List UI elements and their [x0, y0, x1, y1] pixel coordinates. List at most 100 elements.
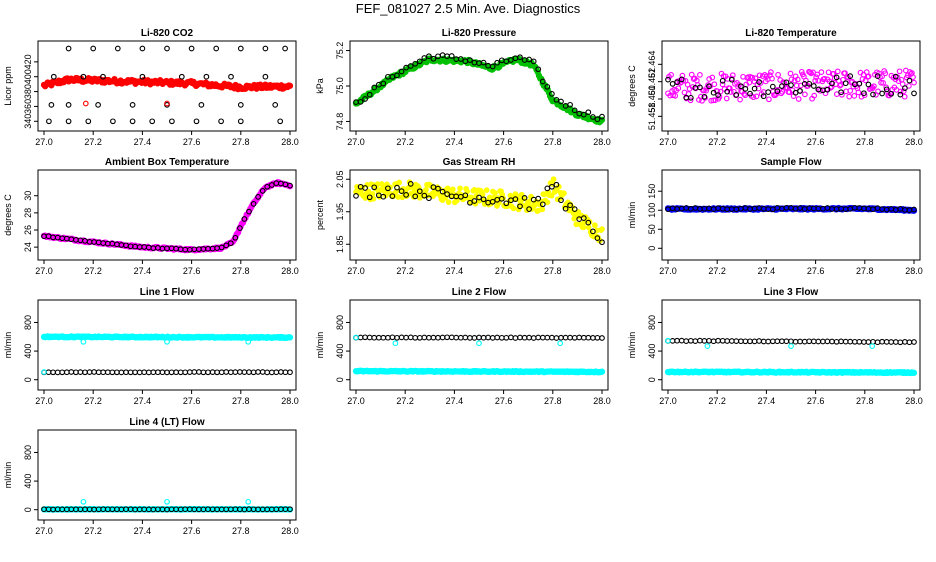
- y-tick-label: 800: [23, 445, 33, 460]
- data-point: [353, 334, 359, 341]
- data-point: [380, 80, 387, 87]
- data-point: [590, 228, 596, 235]
- data-point: [129, 102, 136, 108]
- data-point: [571, 206, 578, 212]
- data-point: [697, 84, 703, 91]
- data-point: [416, 188, 423, 195]
- data-point: [585, 334, 592, 341]
- data-point: [742, 92, 749, 99]
- data-point: [701, 93, 708, 100]
- data-point: [911, 339, 917, 345]
- x-tick-label: 27.0: [347, 137, 365, 147]
- data-point: [580, 215, 587, 221]
- data-point: [544, 334, 551, 341]
- x-tick-label: 27.4: [758, 396, 776, 406]
- data-point: [246, 369, 252, 375]
- data-point: [82, 369, 88, 376]
- x-tick-label: 27.0: [659, 266, 677, 276]
- data-point: [901, 93, 908, 100]
- data-point: [865, 339, 872, 345]
- data-point: [594, 116, 601, 123]
- data-point: [847, 73, 854, 79]
- series-1: [40, 333, 294, 342]
- data-point: [544, 83, 551, 90]
- data-point: [535, 66, 542, 73]
- data-point: [489, 335, 496, 341]
- data-point: [590, 114, 596, 120]
- series-2: [353, 52, 605, 123]
- data-point: [188, 45, 195, 52]
- data-point: [503, 200, 510, 207]
- data-point: [687, 337, 694, 344]
- data-point: [801, 338, 808, 345]
- data-point: [91, 369, 97, 375]
- data-point: [182, 369, 189, 376]
- data-point: [127, 369, 134, 376]
- data-point: [426, 53, 432, 60]
- x-tick-label: 27.6: [807, 396, 825, 406]
- data-point: [861, 339, 867, 345]
- plot-area: [352, 334, 606, 376]
- data-point: [255, 369, 261, 375]
- data-point: [237, 369, 243, 375]
- y-tick-label: 1.85: [335, 235, 345, 253]
- data-point: [688, 71, 695, 78]
- data-point: [697, 72, 703, 78]
- data-point: [177, 369, 184, 376]
- data-point: [869, 343, 876, 349]
- data-point: [110, 118, 116, 125]
- data-point: [394, 72, 400, 79]
- data-point: [779, 338, 785, 345]
- data-point: [178, 73, 185, 80]
- data-point: [562, 334, 569, 341]
- data-point: [567, 101, 573, 108]
- data-point: [50, 73, 57, 80]
- plot-area: [664, 204, 918, 214]
- x-tick-label: 28.0: [905, 396, 923, 406]
- series-2: [41, 369, 293, 376]
- data-point: [779, 83, 785, 89]
- data-point: [517, 54, 523, 61]
- data-point: [129, 118, 136, 125]
- data-point: [769, 338, 776, 345]
- data-point: [550, 176, 557, 183]
- y-tick-label: 51.464: [647, 51, 657, 79]
- data-point: [63, 369, 70, 376]
- data-point: [145, 369, 152, 376]
- data-point: [715, 337, 721, 344]
- x-tick-label: 27.6: [183, 137, 201, 147]
- data-point: [480, 334, 487, 341]
- data-point: [114, 45, 121, 52]
- plot-area: [664, 337, 918, 377]
- data-point: [697, 337, 703, 344]
- data-point: [874, 73, 881, 79]
- data-point: [795, 96, 802, 102]
- data-point: [435, 185, 441, 192]
- data-point: [241, 369, 248, 375]
- data-point: [756, 79, 762, 85]
- data-point: [396, 179, 403, 186]
- data-point: [747, 338, 753, 345]
- data-point: [250, 369, 257, 376]
- data-point: [203, 73, 210, 80]
- plot-area: [665, 67, 917, 104]
- data-point: [672, 92, 679, 99]
- data-point: [571, 334, 578, 341]
- y-tick-label: 28: [23, 208, 33, 218]
- plot-frame: [661, 40, 921, 132]
- y-tick-label: 51.460: [647, 85, 657, 113]
- data-point: [448, 53, 455, 59]
- chart-panel-8: Line 2 Flow 27.0 27.2 27.4 27.6 27.8 28.0 0 400 8…: [315, 287, 611, 406]
- data-point: [798, 68, 805, 75]
- data-point: [728, 338, 735, 344]
- data-point: [783, 338, 790, 345]
- series-2: [353, 334, 605, 341]
- data-point: [118, 369, 125, 376]
- y-tick-label: 400: [23, 344, 33, 359]
- x-tick-label: 27.2: [396, 137, 414, 147]
- data-point: [775, 71, 781, 78]
- chart-panel-6: Sample Flow 27.0 27.2 27.4 27.6 27.8 28.0 0 50 10…: [627, 157, 923, 276]
- y-tick-label: 400: [23, 474, 33, 489]
- chart-title: Li-820 Temperature: [745, 28, 837, 39]
- data-point: [278, 369, 284, 375]
